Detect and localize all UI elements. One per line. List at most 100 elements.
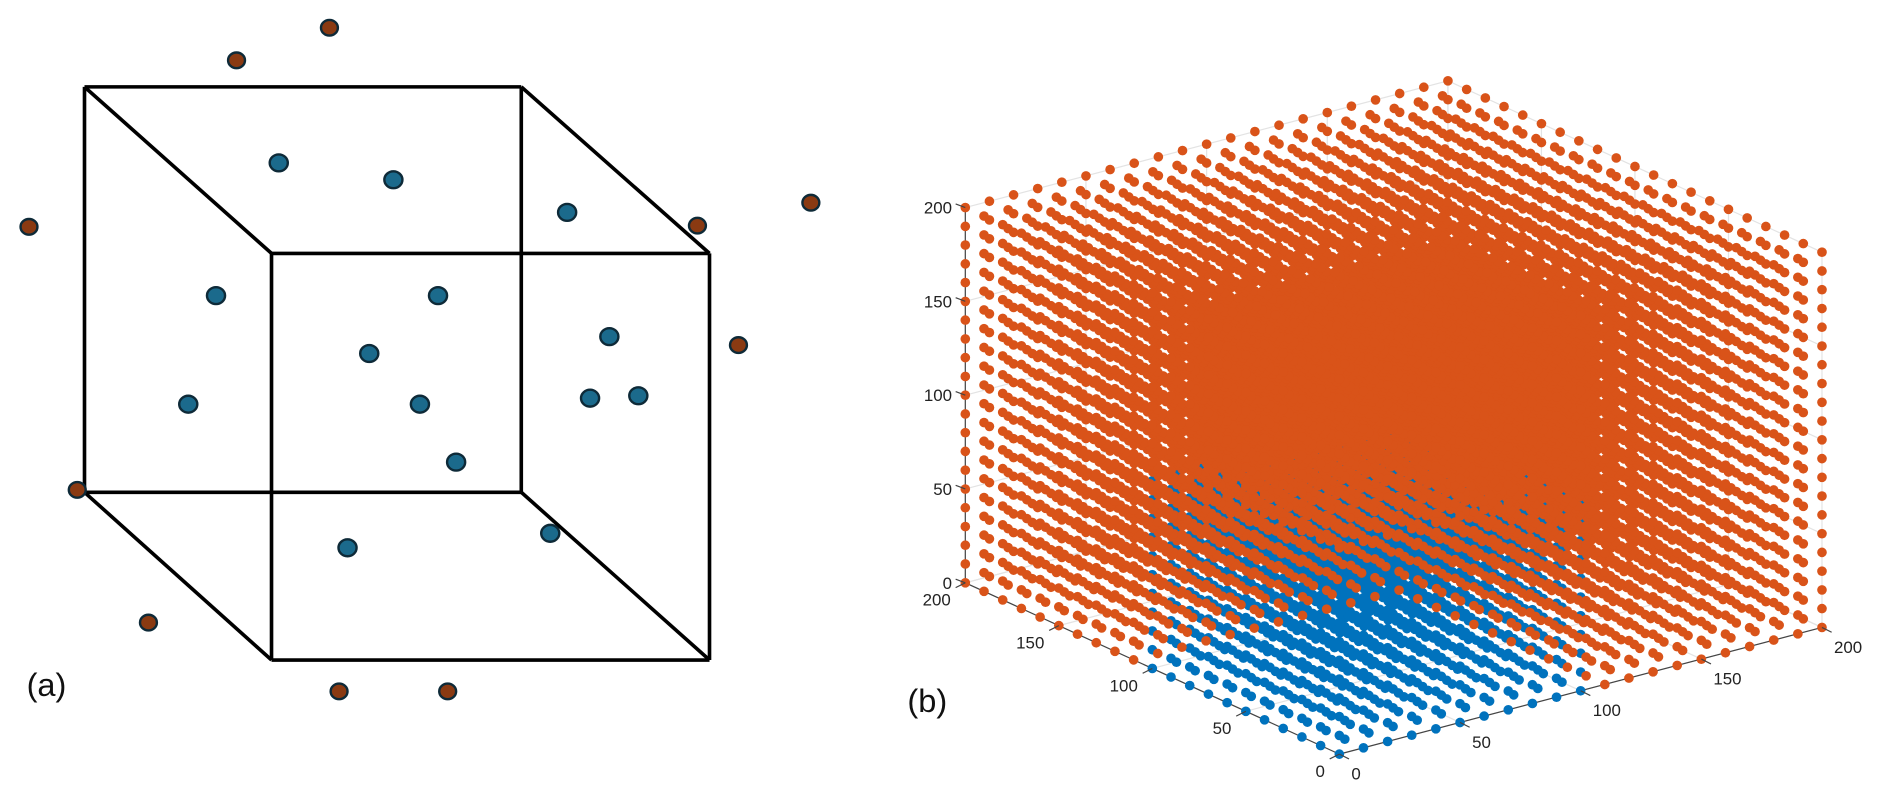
orange-point bbox=[1330, 146, 1340, 156]
orange-point bbox=[1453, 167, 1464, 178]
orange-point bbox=[1298, 114, 1308, 124]
outside-point bbox=[687, 216, 708, 235]
orange-point bbox=[1496, 169, 1506, 180]
blue-point bbox=[1382, 699, 1393, 709]
blue-point bbox=[1241, 687, 1251, 698]
orange-point bbox=[1546, 210, 1557, 221]
orange-point bbox=[1129, 158, 1140, 169]
orange-point bbox=[1549, 142, 1560, 152]
blue-point bbox=[1259, 677, 1270, 688]
orange-point bbox=[1215, 162, 1225, 173]
orange-point bbox=[1600, 182, 1611, 193]
blue-point bbox=[1382, 586, 1393, 597]
orange-point bbox=[1343, 169, 1354, 180]
blue-point bbox=[1278, 629, 1289, 640]
blue-point bbox=[1222, 660, 1232, 671]
blue-point bbox=[1382, 680, 1393, 691]
orange-point bbox=[1589, 212, 1600, 223]
orange-point bbox=[1324, 160, 1335, 171]
orange-point bbox=[1220, 147, 1231, 158]
orange-point bbox=[1335, 131, 1346, 141]
blue-point bbox=[1358, 630, 1369, 641]
blue-point bbox=[1315, 665, 1326, 676]
orange-point bbox=[1450, 114, 1461, 125]
orange-point bbox=[1378, 133, 1389, 144]
orange-point bbox=[1257, 165, 1268, 175]
blue-point bbox=[1241, 612, 1251, 623]
orange-point bbox=[1432, 105, 1442, 116]
orange-point bbox=[1490, 184, 1501, 195]
blue-point bbox=[1479, 636, 1489, 646]
orange-point bbox=[1295, 182, 1305, 192]
orange-point bbox=[1274, 120, 1284, 131]
blue-point bbox=[1278, 648, 1289, 659]
blue-point bbox=[1455, 680, 1465, 690]
orange-point bbox=[1268, 135, 1279, 145]
outside-point bbox=[19, 217, 39, 236]
orange-point bbox=[1718, 219, 1728, 230]
orange-point bbox=[1437, 90, 1448, 101]
blue-point bbox=[1334, 730, 1345, 741]
orange-point bbox=[1402, 127, 1413, 137]
blue-point bbox=[1297, 657, 1307, 667]
orange-point bbox=[1225, 133, 1236, 143]
orange-point bbox=[1742, 213, 1752, 223]
orange-point bbox=[1536, 118, 1547, 129]
orange-point bbox=[1370, 95, 1381, 105]
orange-point bbox=[1317, 122, 1327, 133]
orange-point bbox=[1525, 148, 1536, 159]
orange-point bbox=[1394, 88, 1405, 99]
orange-point bbox=[1630, 161, 1640, 172]
outside-point bbox=[438, 682, 458, 701]
blue-point bbox=[1527, 679, 1538, 690]
orange-point bbox=[1587, 159, 1597, 170]
orange-point bbox=[1166, 175, 1177, 186]
blue-point bbox=[1315, 740, 1326, 751]
orange-point bbox=[1443, 76, 1453, 86]
orange-point bbox=[1338, 184, 1348, 195]
orange-point bbox=[1380, 186, 1391, 197]
orange-point bbox=[1271, 188, 1281, 199]
orange-point bbox=[1445, 129, 1456, 139]
blue-point bbox=[1203, 670, 1214, 681]
orange-point bbox=[1501, 154, 1512, 165]
orange-point bbox=[1418, 203, 1429, 214]
blue-point bbox=[1334, 693, 1345, 703]
orange-point bbox=[1204, 192, 1214, 203]
blue-point bbox=[1479, 711, 1489, 721]
orange-point bbox=[1118, 188, 1129, 198]
orange-point bbox=[1426, 120, 1437, 131]
orange-point bbox=[1461, 84, 1472, 95]
orange-point bbox=[1574, 135, 1584, 146]
orange-point bbox=[1405, 180, 1415, 190]
outside-point bbox=[226, 51, 247, 70]
blue-point bbox=[1166, 653, 1176, 664]
inside-point bbox=[445, 452, 467, 472]
blue-point bbox=[1334, 655, 1345, 666]
orange-point bbox=[1314, 190, 1324, 201]
blue-point bbox=[1527, 698, 1538, 709]
blue-point bbox=[1406, 655, 1417, 665]
orange-point bbox=[1319, 175, 1330, 186]
orange-point bbox=[1365, 109, 1375, 120]
blue-point bbox=[1551, 654, 1562, 665]
orange-point bbox=[1466, 191, 1477, 201]
orange-point bbox=[1375, 201, 1386, 212]
orange-point bbox=[1153, 152, 1164, 162]
outside-point bbox=[801, 193, 821, 212]
outside-point bbox=[67, 480, 87, 499]
blue-point bbox=[1503, 667, 1514, 678]
blue-point bbox=[1315, 722, 1326, 732]
orange-point bbox=[1276, 173, 1287, 184]
blue-point bbox=[1406, 730, 1417, 740]
panel-a-label: (a) bbox=[27, 667, 67, 703]
orange-point bbox=[1105, 164, 1115, 175]
orange-point bbox=[1509, 193, 1520, 204]
orange-point bbox=[1606, 168, 1616, 178]
orange-point bbox=[1434, 159, 1445, 169]
blue-point bbox=[1166, 672, 1176, 682]
blue-point bbox=[1551, 673, 1562, 684]
cube-edge bbox=[520, 85, 711, 255]
orange-point bbox=[1592, 144, 1603, 155]
